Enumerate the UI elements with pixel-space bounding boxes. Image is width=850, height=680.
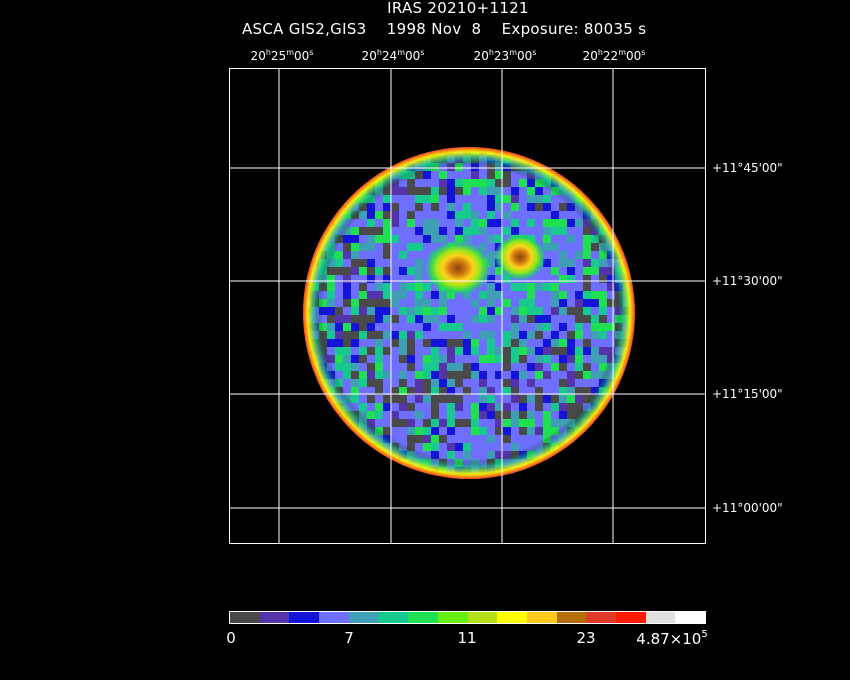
dec-label-3: +11°00'00" (712, 501, 783, 515)
colorbar-segment (259, 612, 290, 623)
ra-label-1: 20h24m00s (361, 48, 425, 63)
observation-info: ASCA GIS2,GIS3 1998 Nov 8 Exposure: 8003… (242, 21, 646, 38)
colorbar-segment (408, 612, 438, 623)
coordinate-grid (229, 68, 706, 544)
colorbar-segment (497, 612, 527, 623)
colorbar-segment (675, 612, 705, 623)
colorbar-segment (348, 612, 379, 623)
colorbar-label-max: 4.87×105 (636, 629, 708, 648)
colorbar-segment (645, 612, 676, 623)
field-of-view (303, 147, 635, 479)
colorbar-segment (378, 612, 409, 623)
colorbar-segment (615, 612, 646, 623)
observation-date: 1998 Nov 8 (386, 20, 482, 38)
colorbar-segment (230, 612, 260, 623)
exposure-label: Exposure: 80035 s (501, 20, 647, 38)
colorbar-segment (289, 612, 320, 623)
image-title: IRAS 20210+1121 (387, 0, 529, 17)
xray-image (229, 68, 706, 544)
colorbar-segment (437, 612, 468, 623)
plot-border (229, 68, 706, 544)
ra-label-3: 20h22m00s (582, 48, 646, 63)
colorbar-label-2: 11 (457, 629, 477, 647)
ra-label-0: 20h25m00s (250, 48, 314, 63)
colorbar-segment (319, 612, 349, 623)
dec-label-0: +11°45'00" (712, 161, 783, 175)
colorbar (229, 611, 706, 624)
image-plot (229, 68, 706, 544)
dec-label-1: +11°30'00" (712, 274, 783, 288)
colorbar-segment (556, 612, 587, 623)
colorbar-label-3: 23 (576, 629, 596, 647)
colorbar-label-1: 7 (344, 629, 354, 647)
colorbar-label-0: 0 (226, 629, 236, 647)
colorbar-segment (586, 612, 616, 623)
colorbar-segment (467, 612, 498, 623)
instrument-label: ASCA GIS2,GIS3 (242, 20, 367, 38)
colorbar-segment (526, 612, 557, 623)
dec-label-2: +11°15'00" (712, 387, 783, 401)
ra-label-2: 20h23m00s (473, 48, 537, 63)
